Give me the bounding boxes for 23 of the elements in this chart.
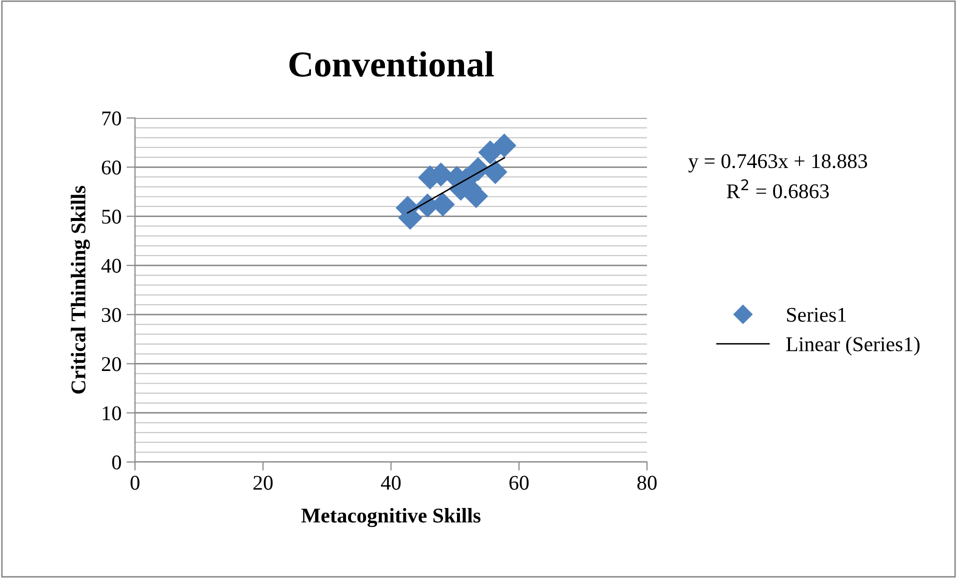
x-tick-label: 40 (380, 476, 401, 490)
chart-title: Conventional (289, 51, 494, 77)
y-tick-label: 30 (102, 308, 122, 322)
y-tick-label: 20 (102, 357, 122, 372)
y-tick-label: 60 (102, 160, 122, 175)
point (483, 160, 508, 184)
text: R$^{2}$ = 0.6863 (726, 179, 829, 198)
point (492, 133, 516, 158)
x-tick-label: 0 (130, 476, 140, 490)
text: y = 0.7463x + 18.883 (688, 154, 868, 172)
point (478, 140, 502, 164)
x-tick-label: 60 (509, 476, 529, 490)
y-tick-label: 40 (101, 258, 122, 273)
y-tick-label: 70 (102, 111, 122, 126)
y-tick-label: 0 (112, 455, 122, 470)
y-axis-title: Critical Thinking Skills (70, 186, 90, 394)
x-axis-title: Metacognitive Skills (301, 508, 480, 528)
x-tick-label: 80 (637, 476, 657, 490)
x-tick-label: 20 (254, 476, 273, 490)
y-tick-label: 10 (102, 406, 122, 420)
y-tick-label: 50 (102, 210, 122, 224)
legend-label: Series1 (787, 308, 846, 322)
legend-label: Linear (Series1) (786, 336, 920, 356)
